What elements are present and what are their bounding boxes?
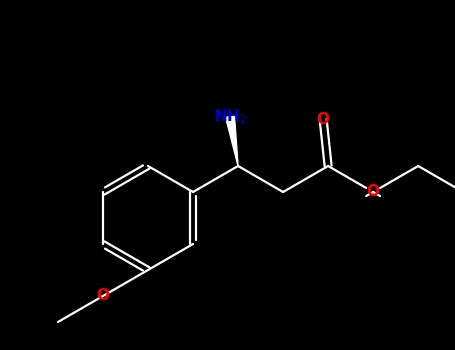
Text: NH$_2$: NH$_2$ xyxy=(213,107,247,126)
Text: O: O xyxy=(96,288,110,303)
Text: O: O xyxy=(367,184,379,200)
Polygon shape xyxy=(226,116,238,166)
Text: O: O xyxy=(317,112,329,127)
